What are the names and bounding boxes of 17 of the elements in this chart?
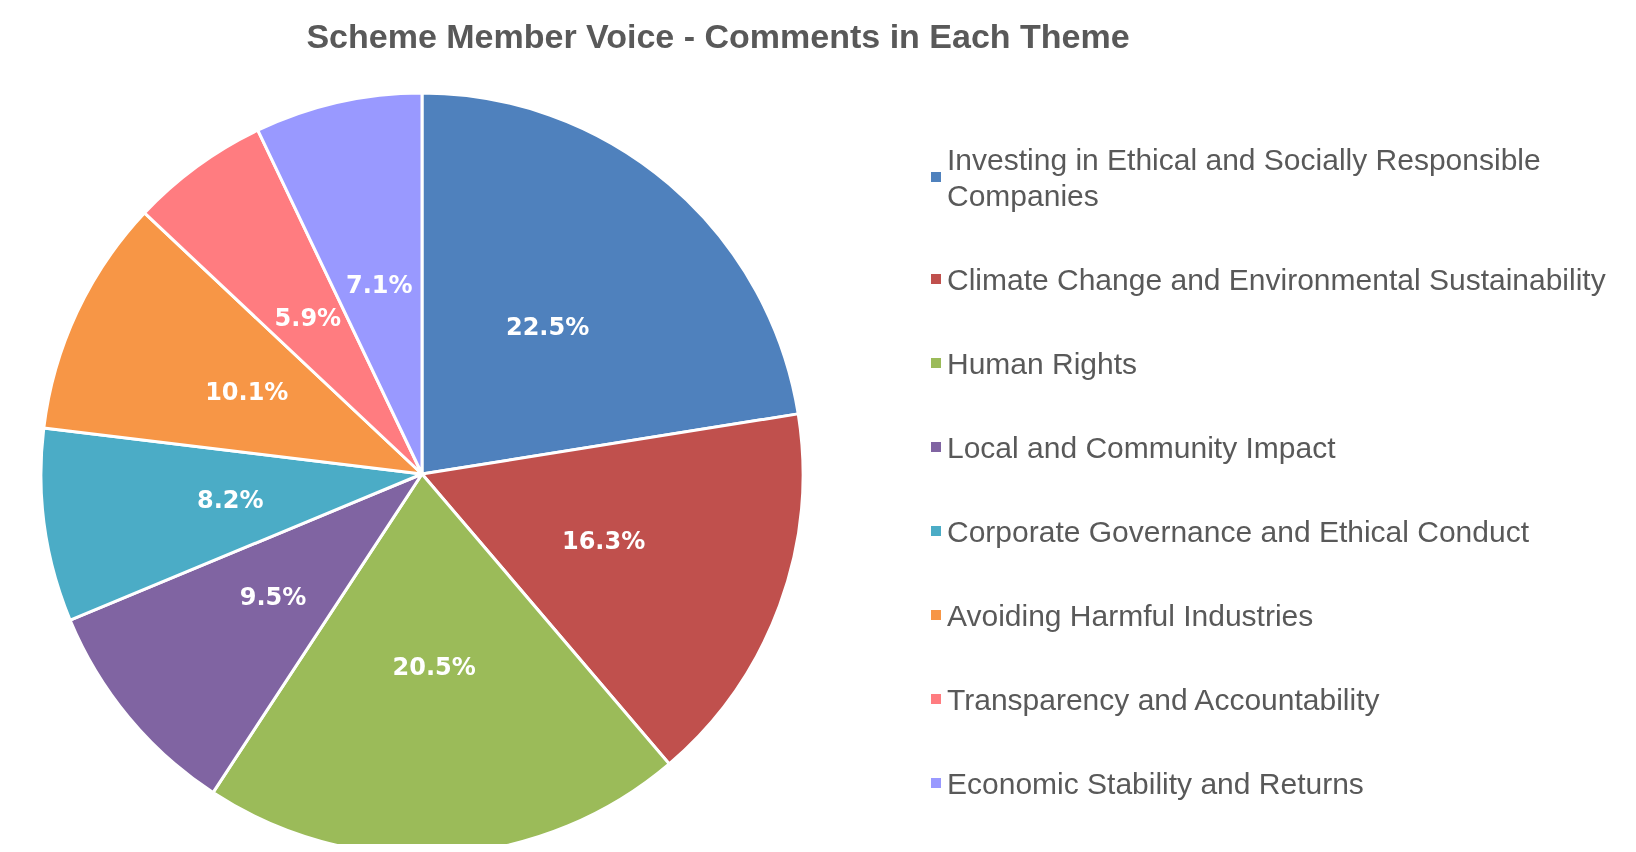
legend-label: Avoiding Harmful Industries [947, 598, 1314, 632]
legend-label: Corporate Governance and Ethical Conduct [947, 514, 1530, 548]
legend-label: Climate Change and Environmental Sustainability [947, 262, 1606, 296]
legend-label: Human Rights [947, 346, 1138, 380]
legend-label: Local and Community Impact [947, 430, 1337, 464]
data-label: 22.5% [505, 312, 590, 341]
legend-label: Investing in Ethical and Socially Responsible Companies [947, 142, 1550, 212]
legend-label: Economic Stability and Returns [947, 766, 1364, 800]
data-label: 10.1% [205, 377, 289, 406]
data-label: 9.5% [239, 583, 307, 612]
data-label: 20.5% [392, 653, 476, 682]
legend-label: Transparency and Accountability [947, 682, 1380, 716]
chart-title: Scheme Member Voice - Comments in Each Theme [306, 17, 1130, 55]
data-label: 7.1% [345, 271, 413, 300]
data-label: 5.9% [274, 303, 342, 332]
data-label: 8.2% [197, 486, 264, 515]
data-label: 16.3% [561, 526, 646, 555]
